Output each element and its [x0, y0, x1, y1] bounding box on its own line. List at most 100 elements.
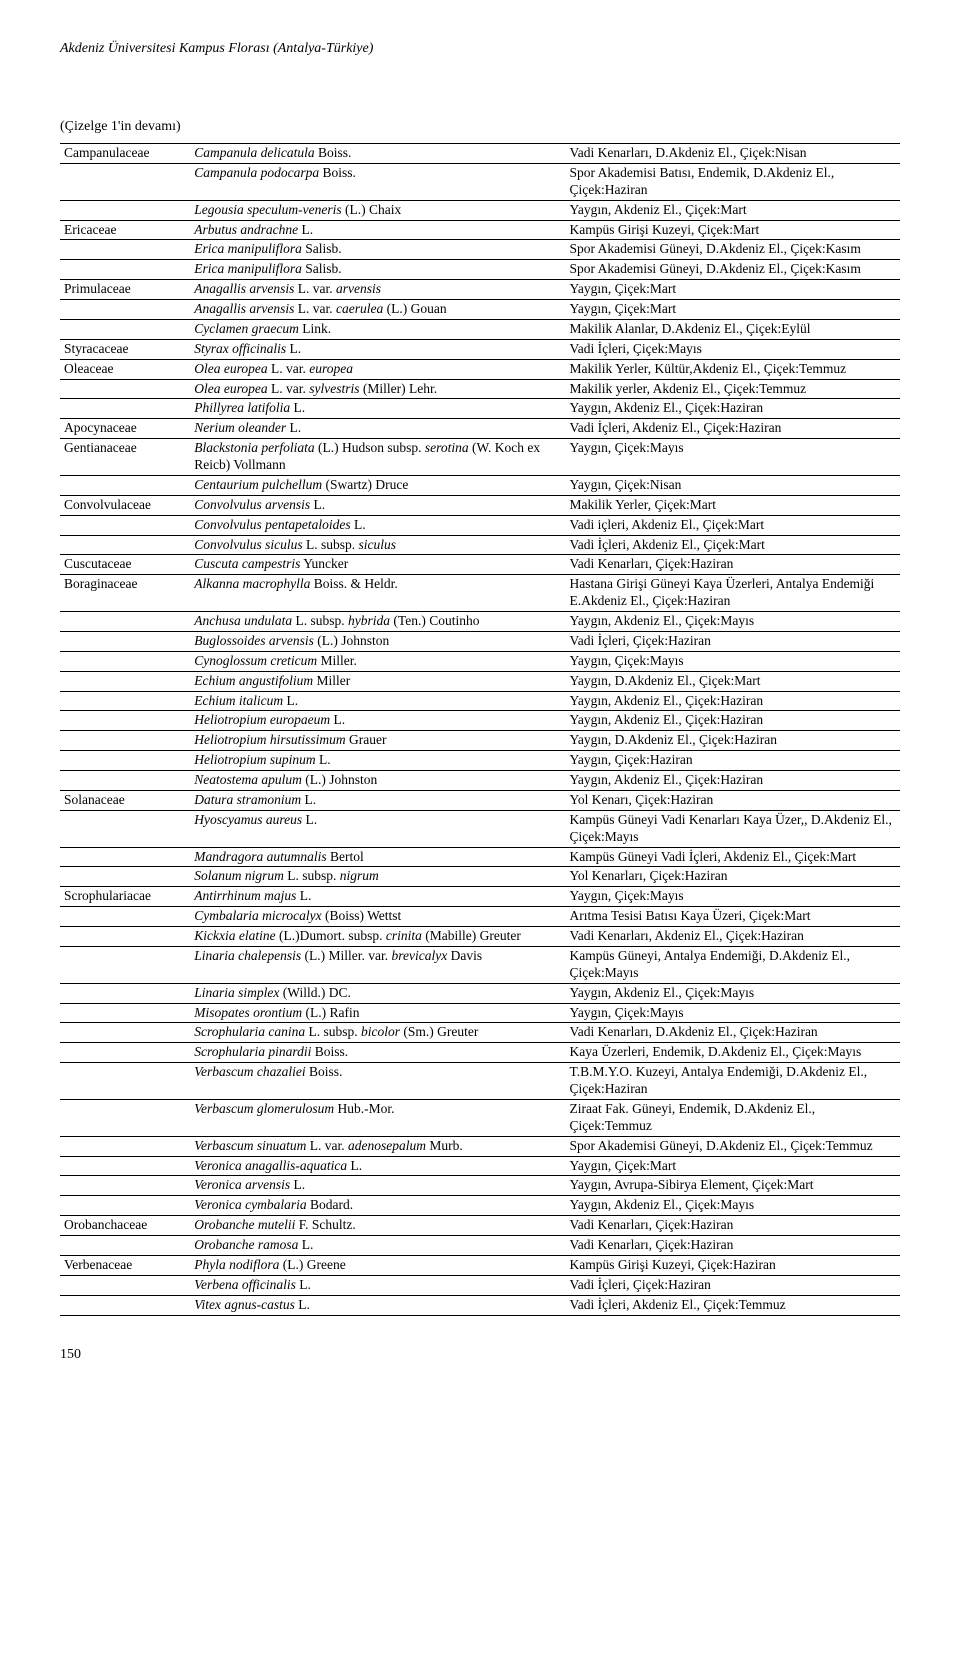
species-cell: Olea europea L. var. europea [190, 359, 565, 379]
family-cell: Primulaceae [60, 280, 190, 300]
table-row: Veronica anagallis-aquatica L.Yaygın, Çi… [60, 1156, 900, 1176]
table-subtitle: (Çizelge 1'in devamı) [60, 118, 900, 136]
family-cell [60, 671, 190, 691]
location-cell: Vadi Kenarları, Akdeniz El., Çiçek:Hazir… [566, 927, 900, 947]
location-cell: Yaygın, Çiçek:Mayıs [566, 887, 900, 907]
location-cell: Vadi İçleri, Akdeniz El., Çiçek:Temmuz [566, 1295, 900, 1315]
location-cell: Arıtma Tesisi Batısı Kaya Üzeri, Çiçek:M… [566, 907, 900, 927]
family-cell [60, 1063, 190, 1100]
species-cell: Veronica cymbalaria Bodard. [190, 1196, 565, 1216]
table-row: Heliotropium europaeum L.Yaygın, Akdeniz… [60, 711, 900, 731]
family-cell [60, 1295, 190, 1315]
table-row: Scrophularia pinardii Boiss.Kaya Üzerler… [60, 1043, 900, 1063]
species-cell: Echium italicum L. [190, 691, 565, 711]
table-row: Verbascum sinuatum L. var. adenosepalum … [60, 1136, 900, 1156]
species-cell: Kickxia elatine (L.)Dumort. subsp. crini… [190, 927, 565, 947]
species-cell: Orobanche mutelii F. Schultz. [190, 1216, 565, 1236]
family-cell [60, 1275, 190, 1295]
species-cell: Centaurium pulchellum (Swartz) Druce [190, 475, 565, 495]
table-row: Campanula podocarpa Boiss.Spor Akademisi… [60, 163, 900, 200]
location-cell: Yol Kenarı, Çiçek:Haziran [566, 790, 900, 810]
family-cell [60, 1236, 190, 1256]
species-cell: Cymbalaria microcalyx (Boiss) Wettst [190, 907, 565, 927]
species-cell: Hyoscyamus aureus L. [190, 810, 565, 847]
table-row: ScrophulariacaeAntirrhinum majus L.Yaygı… [60, 887, 900, 907]
species-cell: Campanula podocarpa Boiss. [190, 163, 565, 200]
location-cell: Yaygın, Avrupa-Sibirya Element, Çiçek:Ma… [566, 1176, 900, 1196]
family-cell [60, 515, 190, 535]
species-cell: Convolvulus siculus L. subsp. siculus [190, 535, 565, 555]
location-cell: Kampüs Güneyi, Antalya Endemiği, D.Akden… [566, 946, 900, 983]
location-cell: Kaya Üzerleri, Endemik, D.Akdeniz El., Ç… [566, 1043, 900, 1063]
table-row: Linaria chalepensis (L.) Miller. var. br… [60, 946, 900, 983]
location-cell: Spor Akademisi Batısı, Endemik, D.Akdeni… [566, 163, 900, 200]
location-cell: Vadi Kenarları, D.Akdeniz El., Çiçek:Nis… [566, 144, 900, 164]
table-row: CampanulaceaeCampanula delicatula Boiss.… [60, 144, 900, 164]
family-cell [60, 691, 190, 711]
page-header-title: Akdeniz Üniversitesi Kampus Florası (Ant… [60, 40, 900, 58]
table-row: OrobanchaceaeOrobanche mutelii F. Schult… [60, 1216, 900, 1236]
family-cell [60, 163, 190, 200]
table-row: GentianaceaeBlackstonia perfoliata (L.) … [60, 439, 900, 476]
location-cell: Ziraat Fak. Güneyi, Endemik, D.Akdeniz E… [566, 1099, 900, 1136]
location-cell: Vadi Kenarları, Çiçek:Haziran [566, 1236, 900, 1256]
species-cell: Heliotropium europaeum L. [190, 711, 565, 731]
location-cell: Yaygın, Çiçek:Mart [566, 1156, 900, 1176]
family-cell [60, 612, 190, 632]
species-cell: Buglossoides arvensis (L.) Johnston [190, 631, 565, 651]
family-cell [60, 946, 190, 983]
location-cell: Yaygın, Çiçek:Mayıs [566, 651, 900, 671]
family-cell [60, 379, 190, 399]
location-cell: Yaygın, Akdeniz El., Çiçek:Mayıs [566, 983, 900, 1003]
table-row: Cynoglossum creticum Miller.Yaygın, Çiçe… [60, 651, 900, 671]
location-cell: Makilik Yerler, Çiçek:Mart [566, 495, 900, 515]
species-cell: Verbascum chazaliei Boiss. [190, 1063, 565, 1100]
table-row: Anchusa undulata L. subsp. hybrida (Ten.… [60, 612, 900, 632]
table-row: Solanum nigrum L. subsp. nigrumYol Kenar… [60, 867, 900, 887]
location-cell: Hastana Girişi Güneyi Kaya Üzerleri, Ant… [566, 575, 900, 612]
family-cell [60, 240, 190, 260]
family-cell [60, 475, 190, 495]
location-cell: Yaygın, Akdeniz El., Çiçek:Haziran [566, 711, 900, 731]
species-cell: Mandragora autumnalis Bertol [190, 847, 565, 867]
table-row: ConvolvulaceaeConvolvulus arvensis L.Mak… [60, 495, 900, 515]
location-cell: Yaygın, Akdeniz El., Çiçek:Haziran [566, 691, 900, 711]
table-row: Neatostema apulum (L.) JohnstonYaygın, A… [60, 771, 900, 791]
location-cell: Spor Akademisi Güneyi, D.Akdeniz El., Çi… [566, 260, 900, 280]
family-cell: Apocynaceae [60, 419, 190, 439]
table-row: Verbascum glomerulosum Hub.-Mor.Ziraat F… [60, 1099, 900, 1136]
location-cell: Vadi içleri, Akdeniz El., Çiçek:Mart [566, 515, 900, 535]
table-row: Convolvulus pentapetaloides L.Vadi içler… [60, 515, 900, 535]
location-cell: Kampüs Güneyi Vadi Kenarları Kaya Üzer,,… [566, 810, 900, 847]
family-cell [60, 731, 190, 751]
species-cell: Vitex agnus-castus L. [190, 1295, 565, 1315]
family-cell [60, 1003, 190, 1023]
table-row: BoraginaceaeAlkanna macrophylla Boiss. &… [60, 575, 900, 612]
location-cell: Yaygın, D.Akdeniz El., Çiçek:Mart [566, 671, 900, 691]
table-row: Misopates orontium (L.) RafinYaygın, Çiç… [60, 1003, 900, 1023]
species-cell: Cyclamen graecum Link. [190, 319, 565, 339]
location-cell: Makilik Yerler, Kültür,Akdeniz El., Çiçe… [566, 359, 900, 379]
location-cell: Vadi İçleri, Çiçek:Haziran [566, 1275, 900, 1295]
location-cell: Kampüs Güneyi Vadi İçleri, Akdeniz El., … [566, 847, 900, 867]
location-cell: Yaygın, Akdeniz El., Çiçek:Mart [566, 200, 900, 220]
location-cell: Vadi İçleri, Akdeniz El., Çiçek:Haziran [566, 419, 900, 439]
family-cell [60, 847, 190, 867]
species-cell: Erica manipuliflora Salisb. [190, 240, 565, 260]
table-row: Veronica cymbalaria Bodard.Yaygın, Akden… [60, 1196, 900, 1216]
species-cell: Scrophularia canina L. subsp. bicolor (S… [190, 1023, 565, 1043]
family-cell [60, 535, 190, 555]
location-cell: Vadi İçleri, Çiçek:Haziran [566, 631, 900, 651]
species-cell: Verbascum glomerulosum Hub.-Mor. [190, 1099, 565, 1136]
species-cell: Verbascum sinuatum L. var. adenosepalum … [190, 1136, 565, 1156]
species-cell: Erica manipuliflora Salisb. [190, 260, 565, 280]
table-row: Erica manipuliflora Salisb.Spor Akademis… [60, 240, 900, 260]
location-cell: Yaygın, Akdeniz El., Çiçek:Haziran [566, 399, 900, 419]
location-cell: Yaygın, Çiçek:Haziran [566, 751, 900, 771]
family-cell [60, 867, 190, 887]
table-row: Echium italicum L.Yaygın, Akdeniz El., Ç… [60, 691, 900, 711]
location-cell: Vadi İçleri, Akdeniz El., Çiçek:Mart [566, 535, 900, 555]
table-row: Cyclamen graecum Link.Makilik Alanlar, D… [60, 319, 900, 339]
location-cell: Spor Akademisi Güneyi, D.Akdeniz El., Çi… [566, 240, 900, 260]
species-cell: Veronica anagallis-aquatica L. [190, 1156, 565, 1176]
